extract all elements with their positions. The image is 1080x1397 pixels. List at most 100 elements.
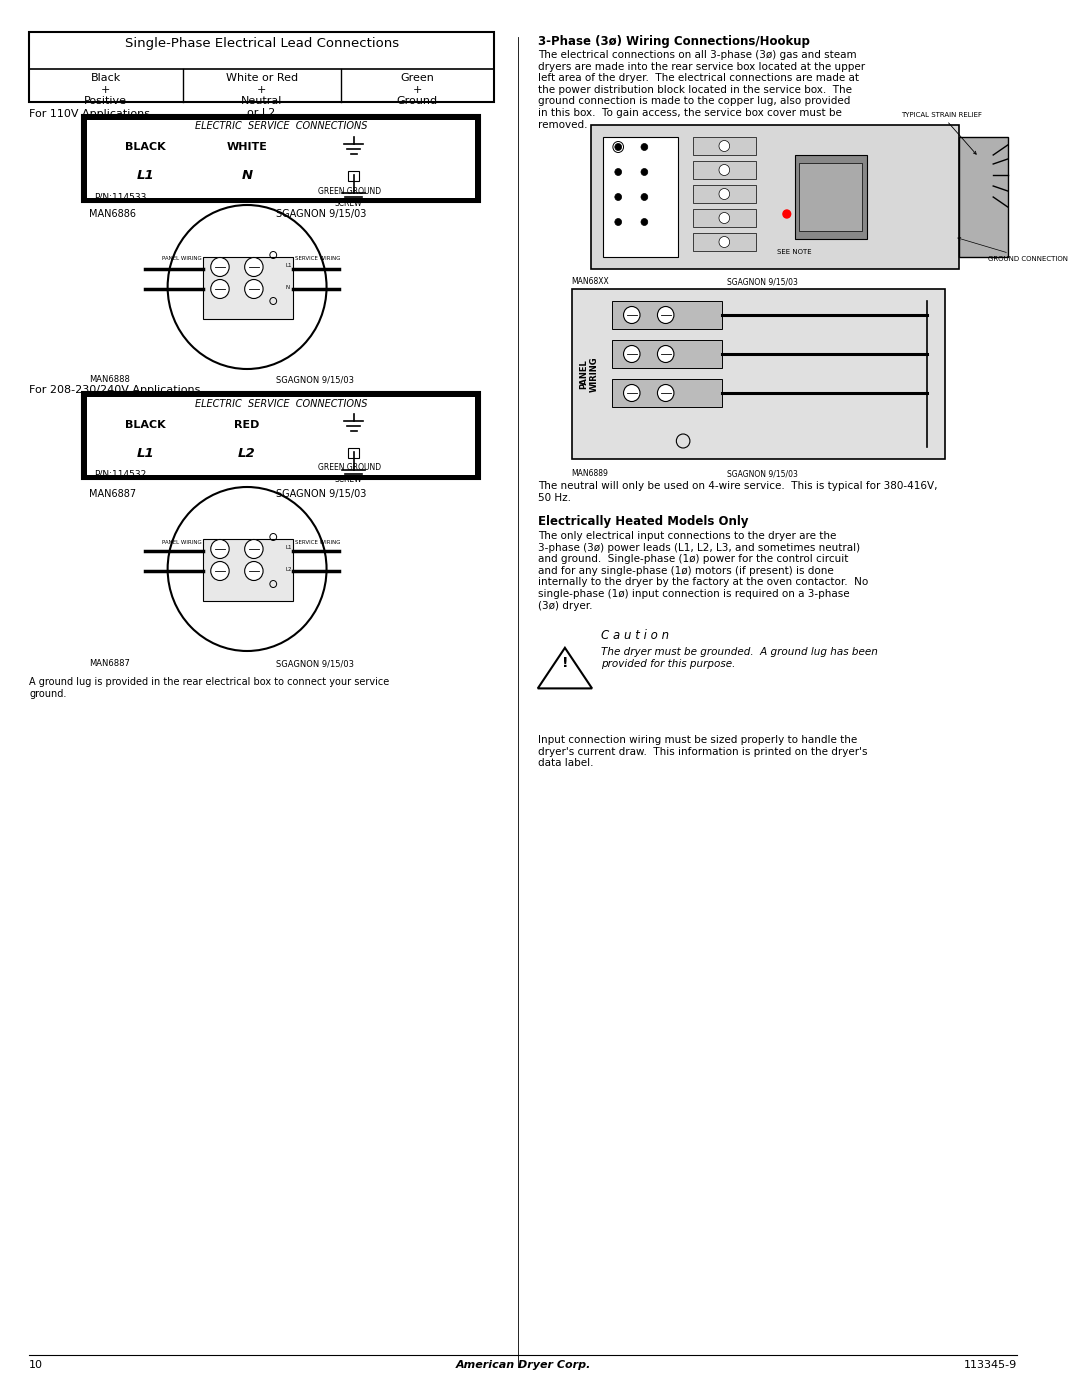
Circle shape [245, 562, 264, 581]
Text: N: N [242, 169, 253, 182]
Circle shape [719, 189, 730, 200]
Polygon shape [82, 393, 480, 479]
Polygon shape [612, 379, 721, 407]
Polygon shape [571, 289, 945, 460]
Circle shape [615, 169, 622, 176]
Polygon shape [693, 233, 756, 251]
Circle shape [211, 539, 229, 559]
Text: Green
+
Ground: Green + Ground [396, 73, 438, 106]
Text: For 208-230/240V Applications: For 208-230/240V Applications [29, 386, 201, 395]
Polygon shape [693, 210, 756, 226]
Polygon shape [799, 163, 863, 231]
Circle shape [245, 257, 264, 277]
Text: L1: L1 [136, 447, 154, 460]
Text: The electrical connections on all 3-phase (3ø) gas and steam
dryers are made int: The electrical connections on all 3-phas… [538, 50, 865, 130]
Polygon shape [795, 155, 867, 239]
Text: L1: L1 [286, 263, 293, 267]
Polygon shape [203, 257, 293, 319]
Text: MAN6889: MAN6889 [571, 469, 608, 478]
Text: N: N [286, 285, 289, 289]
Text: Black
+
Positive: Black + Positive [84, 73, 127, 106]
Text: ELECTRIC  SERVICE  CONNECTIONS: ELECTRIC SERVICE CONNECTIONS [194, 122, 367, 131]
Circle shape [642, 144, 648, 151]
Text: ELECTRIC  SERVICE  CONNECTIONS: ELECTRIC SERVICE CONNECTIONS [194, 400, 367, 409]
Text: The dryer must be grounded.  A ground lug has been
provided for this purpose.: The dryer must be grounded. A ground lug… [600, 647, 878, 669]
Circle shape [211, 562, 229, 581]
Circle shape [719, 236, 730, 247]
Text: WHITE: WHITE [227, 142, 268, 152]
Circle shape [719, 141, 730, 151]
Text: MAN68XX: MAN68XX [571, 277, 609, 286]
Text: Electrically Heated Models Only: Electrically Heated Models Only [538, 515, 748, 528]
Polygon shape [86, 120, 475, 197]
Polygon shape [693, 137, 756, 155]
Text: SGAGNON 9/15/03: SGAGNON 9/15/03 [727, 469, 798, 478]
Text: 10: 10 [29, 1361, 43, 1370]
Text: MAN6887: MAN6887 [90, 489, 136, 499]
Polygon shape [693, 184, 756, 203]
Circle shape [211, 257, 229, 277]
Circle shape [615, 218, 622, 225]
Text: Single-Phase Electrical Lead Connections: Single-Phase Electrical Lead Connections [124, 36, 399, 50]
Text: SEE NOTE: SEE NOTE [778, 249, 812, 256]
Text: PANEL
WIRING: PANEL WIRING [580, 356, 598, 391]
Text: SERVICE WIRING: SERVICE WIRING [295, 257, 340, 261]
Polygon shape [591, 124, 959, 270]
Circle shape [658, 345, 674, 362]
Circle shape [211, 279, 229, 299]
Circle shape [642, 169, 648, 176]
Text: MAN6888: MAN6888 [90, 374, 130, 384]
Polygon shape [693, 161, 756, 179]
Text: C a u t i o n: C a u t i o n [600, 629, 669, 643]
Polygon shape [203, 539, 293, 601]
Text: RED: RED [234, 420, 260, 430]
Polygon shape [82, 115, 480, 203]
Circle shape [623, 345, 640, 362]
Circle shape [623, 384, 640, 401]
Text: GREEN GROUND: GREEN GROUND [318, 187, 381, 196]
Text: American Dryer Corp.: American Dryer Corp. [456, 1361, 591, 1370]
Circle shape [783, 210, 791, 218]
Text: SERVICE WIRING: SERVICE WIRING [295, 539, 340, 545]
Text: !: ! [562, 657, 568, 671]
Circle shape [615, 194, 622, 201]
Text: P/N:114532: P/N:114532 [94, 469, 146, 478]
Text: P/N:114533: P/N:114533 [94, 191, 147, 201]
Text: SGAGNON 9/15/03: SGAGNON 9/15/03 [276, 489, 366, 499]
Circle shape [245, 279, 264, 299]
Text: For 110V Applications: For 110V Applications [29, 109, 150, 119]
Text: GREEN GROUND: GREEN GROUND [318, 462, 381, 472]
Circle shape [719, 165, 730, 176]
Text: L2: L2 [239, 447, 256, 460]
Text: PANEL WIRING: PANEL WIRING [162, 257, 202, 261]
Text: L1: L1 [136, 169, 154, 182]
Circle shape [615, 144, 622, 151]
Polygon shape [603, 137, 678, 257]
Text: A ground lug is provided in the rear electrical box to connect your service
grou: A ground lug is provided in the rear ele… [29, 678, 389, 698]
Text: MAN6887: MAN6887 [90, 659, 130, 668]
Circle shape [245, 539, 264, 559]
Text: 113345-9: 113345-9 [964, 1361, 1017, 1370]
Text: L2: L2 [286, 567, 293, 571]
Text: SGAGNON 9/15/03: SGAGNON 9/15/03 [276, 659, 354, 668]
Text: BLACK: BLACK [125, 420, 165, 430]
Text: White or Red
+
Neutral
or L2: White or Red + Neutral or L2 [226, 73, 298, 117]
Polygon shape [612, 339, 721, 367]
Circle shape [642, 218, 648, 225]
Text: L1: L1 [286, 545, 293, 549]
Text: SGAGNON 9/15/03: SGAGNON 9/15/03 [276, 210, 366, 219]
Polygon shape [86, 397, 475, 475]
Text: BLACK: BLACK [125, 142, 165, 152]
Circle shape [658, 384, 674, 401]
Text: SCREW: SCREW [335, 198, 362, 208]
Text: Input connection wiring must be sized properly to handle the
dryer's current dra: Input connection wiring must be sized pr… [538, 735, 867, 768]
Circle shape [642, 194, 648, 201]
Text: The neutral will only be used on 4-wire service.  This is typical for 380-416V,
: The neutral will only be used on 4-wire … [538, 481, 937, 503]
Polygon shape [959, 137, 1008, 257]
Text: SCREW: SCREW [335, 475, 362, 483]
Circle shape [719, 212, 730, 224]
Text: SGAGNON 9/15/03: SGAGNON 9/15/03 [727, 277, 798, 286]
Text: MAN6886: MAN6886 [90, 210, 136, 219]
Text: PANEL WIRING: PANEL WIRING [162, 539, 202, 545]
Circle shape [658, 306, 674, 324]
